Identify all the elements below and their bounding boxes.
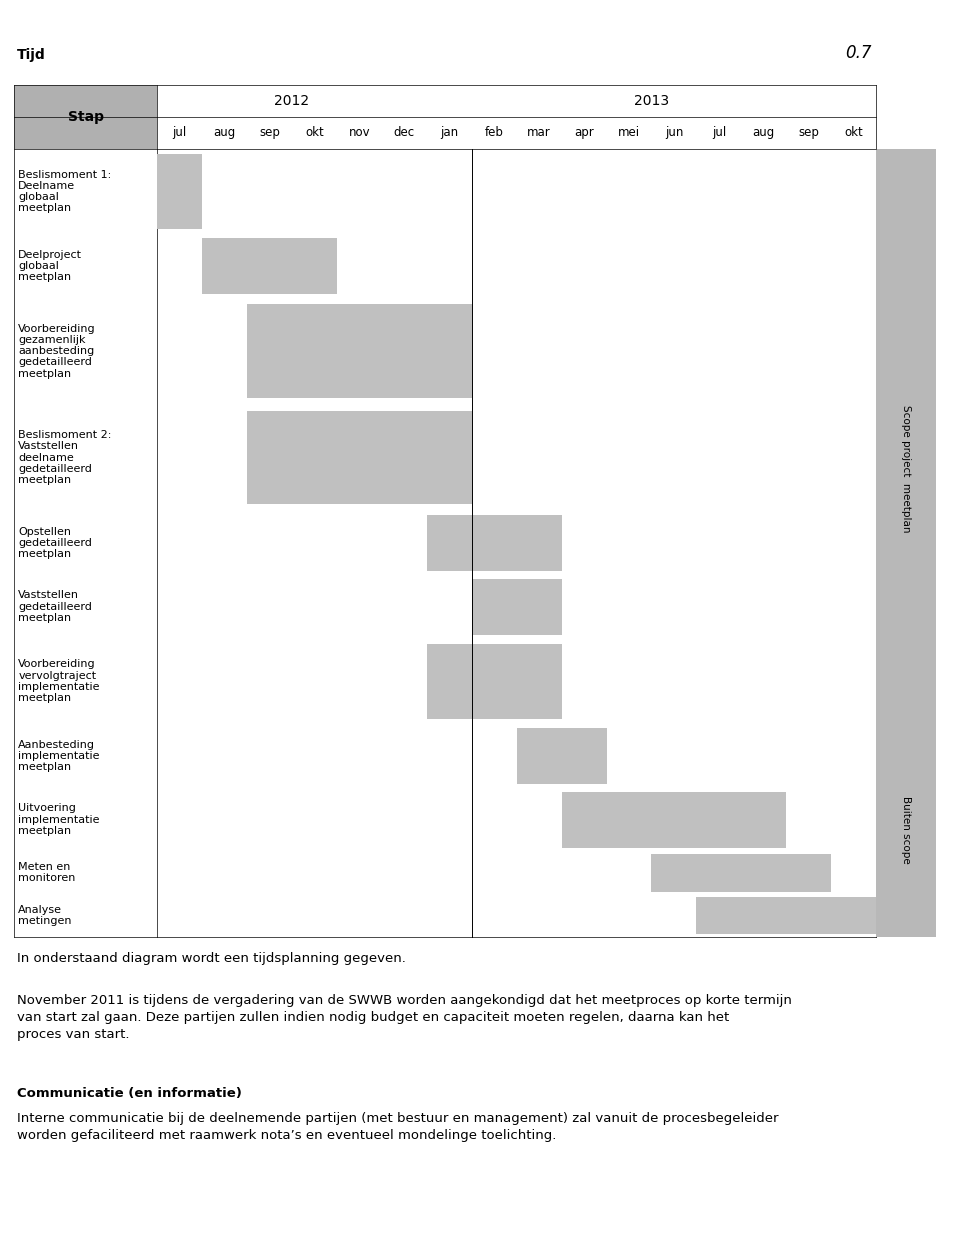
Text: aug: aug <box>753 126 775 140</box>
Text: Deelproject
globaal
meetplan: Deelproject globaal meetplan <box>18 250 83 282</box>
Bar <box>516 728 607 784</box>
Text: Analyse
metingen: Analyse metingen <box>18 904 72 926</box>
Text: Uitvoering
implementatie
meetplan: Uitvoering implementatie meetplan <box>18 803 100 836</box>
Text: dec: dec <box>394 126 415 140</box>
Text: Aanbesteding
implementatie
meetplan: Aanbesteding implementatie meetplan <box>18 739 100 772</box>
Text: jul: jul <box>711 126 726 140</box>
Bar <box>562 792 786 848</box>
Text: Meten en
monitoren: Meten en monitoren <box>18 862 76 883</box>
Bar <box>876 724 936 937</box>
Text: jun: jun <box>664 126 684 140</box>
Bar <box>14 85 157 149</box>
Text: Buiten scope: Buiten scope <box>901 797 911 864</box>
Bar <box>157 154 203 229</box>
Bar <box>247 411 471 505</box>
Text: sep: sep <box>259 126 280 140</box>
Text: feb: feb <box>485 126 504 140</box>
Text: Communicatie (en informatie): Communicatie (en informatie) <box>17 1087 242 1099</box>
Text: Opstellen
gedetailleerd
meetplan: Opstellen gedetailleerd meetplan <box>18 527 92 560</box>
Text: apr: apr <box>574 126 594 140</box>
Text: okt: okt <box>844 126 863 140</box>
Text: November 2011 is tijdens de vergadering van de SWWB worden aangekondigd dat het : November 2011 is tijdens de vergadering … <box>17 994 792 1042</box>
Text: mei: mei <box>618 126 640 140</box>
Bar <box>696 897 876 934</box>
Text: mar: mar <box>527 126 551 140</box>
Bar <box>876 149 936 788</box>
Text: 0.7: 0.7 <box>845 44 872 61</box>
Text: jan: jan <box>441 126 458 140</box>
Text: Voorbereiding
gezamenlijk
aanbesteding
gedetailleerd
meetplan: Voorbereiding gezamenlijk aanbesteding g… <box>18 323 96 378</box>
Text: Voorbereiding
vervolgtraject
implementatie
meetplan: Voorbereiding vervolgtraject implementat… <box>18 659 100 703</box>
Text: Stap: Stap <box>68 110 104 124</box>
Text: aug: aug <box>213 126 236 140</box>
Bar <box>427 643 562 718</box>
Bar <box>203 237 337 294</box>
Text: 2013: 2013 <box>634 94 669 107</box>
Text: Vaststellen
gedetailleerd
meetplan: Vaststellen gedetailleerd meetplan <box>18 591 92 623</box>
Text: Scope project  meetplan: Scope project meetplan <box>901 405 911 532</box>
Bar <box>427 515 562 571</box>
Text: Interne communicatie bij de deelnemende partijen (met bestuur en management) zal: Interne communicatie bij de deelnemende … <box>17 1112 779 1142</box>
Text: jul: jul <box>173 126 187 140</box>
Text: Beslismoment 2:
Vaststellen
deelname
gedetailleerd
meetplan: Beslismoment 2: Vaststellen deelname ged… <box>18 430 111 485</box>
Text: 2012: 2012 <box>275 94 309 107</box>
Bar <box>247 305 471 398</box>
Bar <box>652 854 831 892</box>
Text: sep: sep <box>799 126 819 140</box>
Text: okt: okt <box>305 126 324 140</box>
Text: In onderstaand diagram wordt een tijdsplanning gegeven.: In onderstaand diagram wordt een tijdspl… <box>17 952 406 964</box>
Text: Tijd: Tijd <box>17 49 46 62</box>
Text: nov: nov <box>348 126 371 140</box>
Bar <box>471 578 562 634</box>
Text: Beslismoment 1:
Deelname
globaal
meetplan: Beslismoment 1: Deelname globaal meetpla… <box>18 170 111 214</box>
